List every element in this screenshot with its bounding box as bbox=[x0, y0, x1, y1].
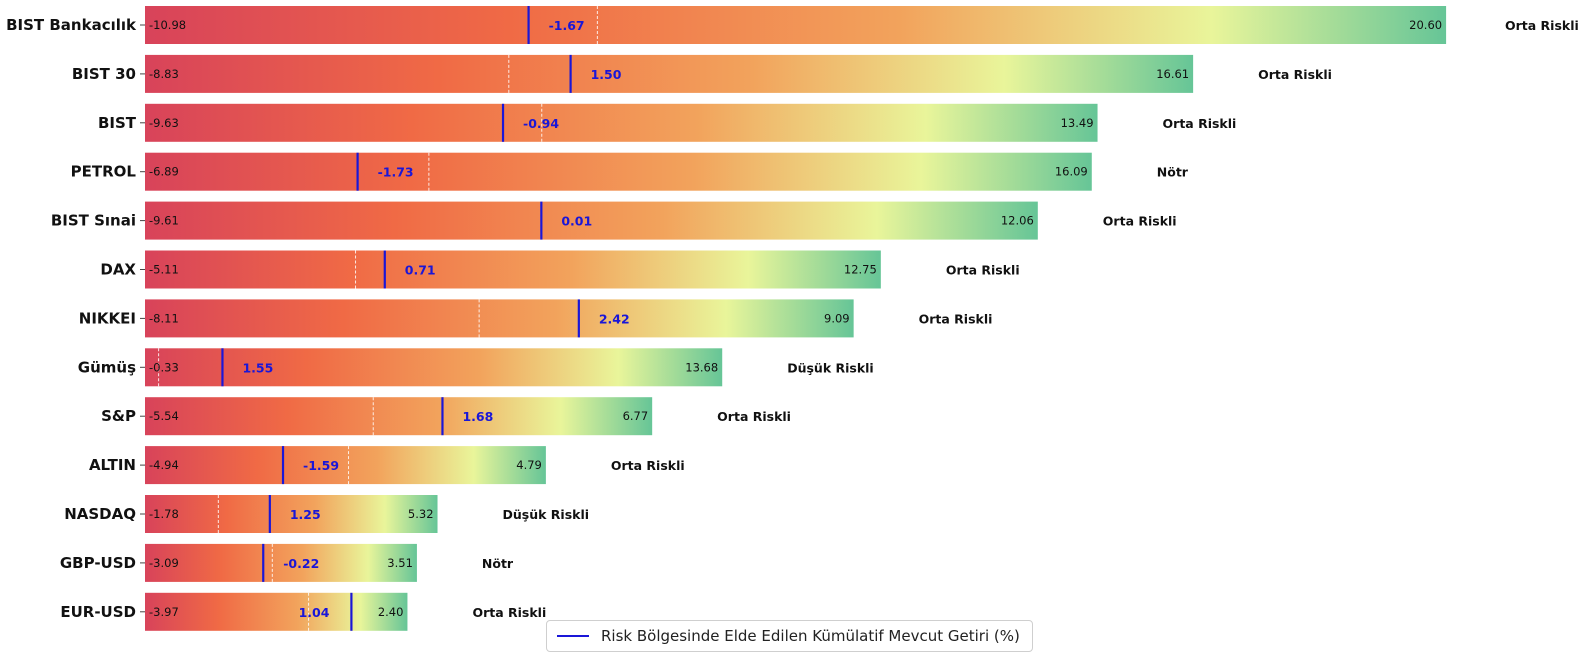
max-value-label: 5.32 bbox=[408, 507, 434, 521]
category-label: BIST bbox=[98, 114, 137, 132]
risk-label: Orta Riskli bbox=[1258, 67, 1332, 82]
min-value-label: -5.11 bbox=[149, 263, 179, 277]
range-bar bbox=[145, 152, 1092, 191]
risk-label: Düşük Riskli bbox=[503, 507, 590, 522]
current-value-label: 0.01 bbox=[561, 214, 592, 229]
min-value-label: -0.33 bbox=[149, 360, 179, 374]
min-value-label: -8.83 bbox=[149, 67, 179, 81]
max-value-label: 16.61 bbox=[1156, 67, 1189, 81]
current-value-label: 2.42 bbox=[599, 311, 630, 326]
range-bar bbox=[145, 250, 881, 289]
max-value-label: 4.79 bbox=[516, 458, 542, 472]
max-value-label: 16.09 bbox=[1055, 165, 1088, 179]
current-value-label: 0.71 bbox=[405, 263, 436, 278]
current-value-label: 1.25 bbox=[290, 507, 321, 522]
current-value-label: -0.22 bbox=[283, 556, 319, 571]
category-label: NASDAQ bbox=[64, 505, 136, 523]
range-bar bbox=[145, 103, 1098, 142]
current-value-label: -1.67 bbox=[549, 18, 585, 33]
current-value-label: -1.59 bbox=[303, 458, 339, 473]
min-value-label: -3.09 bbox=[149, 556, 179, 570]
current-value-label: 1.50 bbox=[591, 67, 622, 82]
risk-label: Orta Riskli bbox=[1163, 116, 1237, 131]
legend-line-swatch bbox=[557, 635, 589, 637]
min-value-label: -1.78 bbox=[149, 507, 179, 521]
max-value-label: 12.06 bbox=[1001, 214, 1034, 228]
max-value-label: 9.09 bbox=[824, 311, 850, 325]
min-value-label: -9.63 bbox=[149, 116, 179, 130]
range-bar bbox=[145, 6, 1447, 44]
risk-label: Orta Riskli bbox=[919, 311, 993, 326]
range-bar bbox=[145, 54, 1194, 93]
range-bar bbox=[145, 495, 438, 533]
category-label: ALTIN bbox=[89, 456, 136, 474]
risk-label: Orta Riskli bbox=[946, 263, 1020, 278]
min-value-label: -9.61 bbox=[149, 214, 179, 228]
category-label: NIKKEI bbox=[79, 309, 136, 327]
max-value-label: 20.60 bbox=[1409, 18, 1442, 32]
chart-legend: Risk Bölgesinde Elde Edilen Kümülatif Me… bbox=[546, 620, 1033, 652]
range-bar bbox=[145, 299, 854, 338]
risk-label: Orta Riskli bbox=[1103, 214, 1177, 229]
category-label: BIST 30 bbox=[72, 65, 136, 83]
range-bar bbox=[145, 348, 723, 387]
risk-label: Nötr bbox=[482, 556, 514, 571]
risk-label: Nötr bbox=[1157, 165, 1189, 180]
range-bar bbox=[145, 543, 417, 582]
range-bar bbox=[145, 592, 408, 631]
range-bar bbox=[145, 446, 546, 485]
risk-label: Orta Riskli bbox=[472, 605, 546, 620]
min-value-label: -4.94 bbox=[149, 458, 179, 472]
max-value-label: 13.68 bbox=[685, 360, 718, 374]
min-value-label: -3.97 bbox=[149, 605, 179, 619]
current-value-label: 1.68 bbox=[462, 409, 493, 424]
current-value-label: -1.73 bbox=[378, 165, 414, 180]
risk-label: Düşük Riskli bbox=[787, 360, 874, 375]
category-label: EUR-USD bbox=[60, 603, 136, 621]
category-label: DAX bbox=[100, 261, 136, 279]
range-bar bbox=[145, 397, 653, 436]
risk-label: Orta Riskli bbox=[611, 458, 685, 473]
category-label: GBP-USD bbox=[60, 554, 136, 572]
min-value-label: -5.54 bbox=[149, 409, 179, 423]
max-value-label: 2.40 bbox=[378, 605, 404, 619]
category-label: BIST Sınai bbox=[51, 212, 136, 230]
min-value-label: -8.11 bbox=[149, 311, 179, 325]
category-label: Gümüş bbox=[78, 358, 136, 376]
max-value-label: 3.51 bbox=[387, 556, 413, 570]
category-label: PETROL bbox=[71, 163, 137, 181]
max-value-label: 13.49 bbox=[1061, 116, 1094, 130]
legend-label: Risk Bölgesinde Elde Edilen Kümülatif Me… bbox=[601, 627, 1020, 645]
category-label: S&P bbox=[101, 407, 136, 425]
max-value-label: 12.75 bbox=[844, 263, 877, 277]
max-value-label: 6.77 bbox=[623, 409, 649, 423]
risk-label: Orta Riskli bbox=[1505, 18, 1579, 33]
min-value-label: -10.98 bbox=[149, 18, 186, 32]
range-bar bbox=[145, 201, 1038, 240]
current-value-label: -0.94 bbox=[523, 116, 559, 131]
current-value-label: 1.55 bbox=[242, 360, 273, 375]
category-label: BIST Bankacılık bbox=[6, 16, 137, 34]
min-value-label: -6.89 bbox=[149, 165, 179, 179]
risk-label: Orta Riskli bbox=[717, 409, 791, 424]
current-value-label: 1.04 bbox=[299, 605, 330, 620]
